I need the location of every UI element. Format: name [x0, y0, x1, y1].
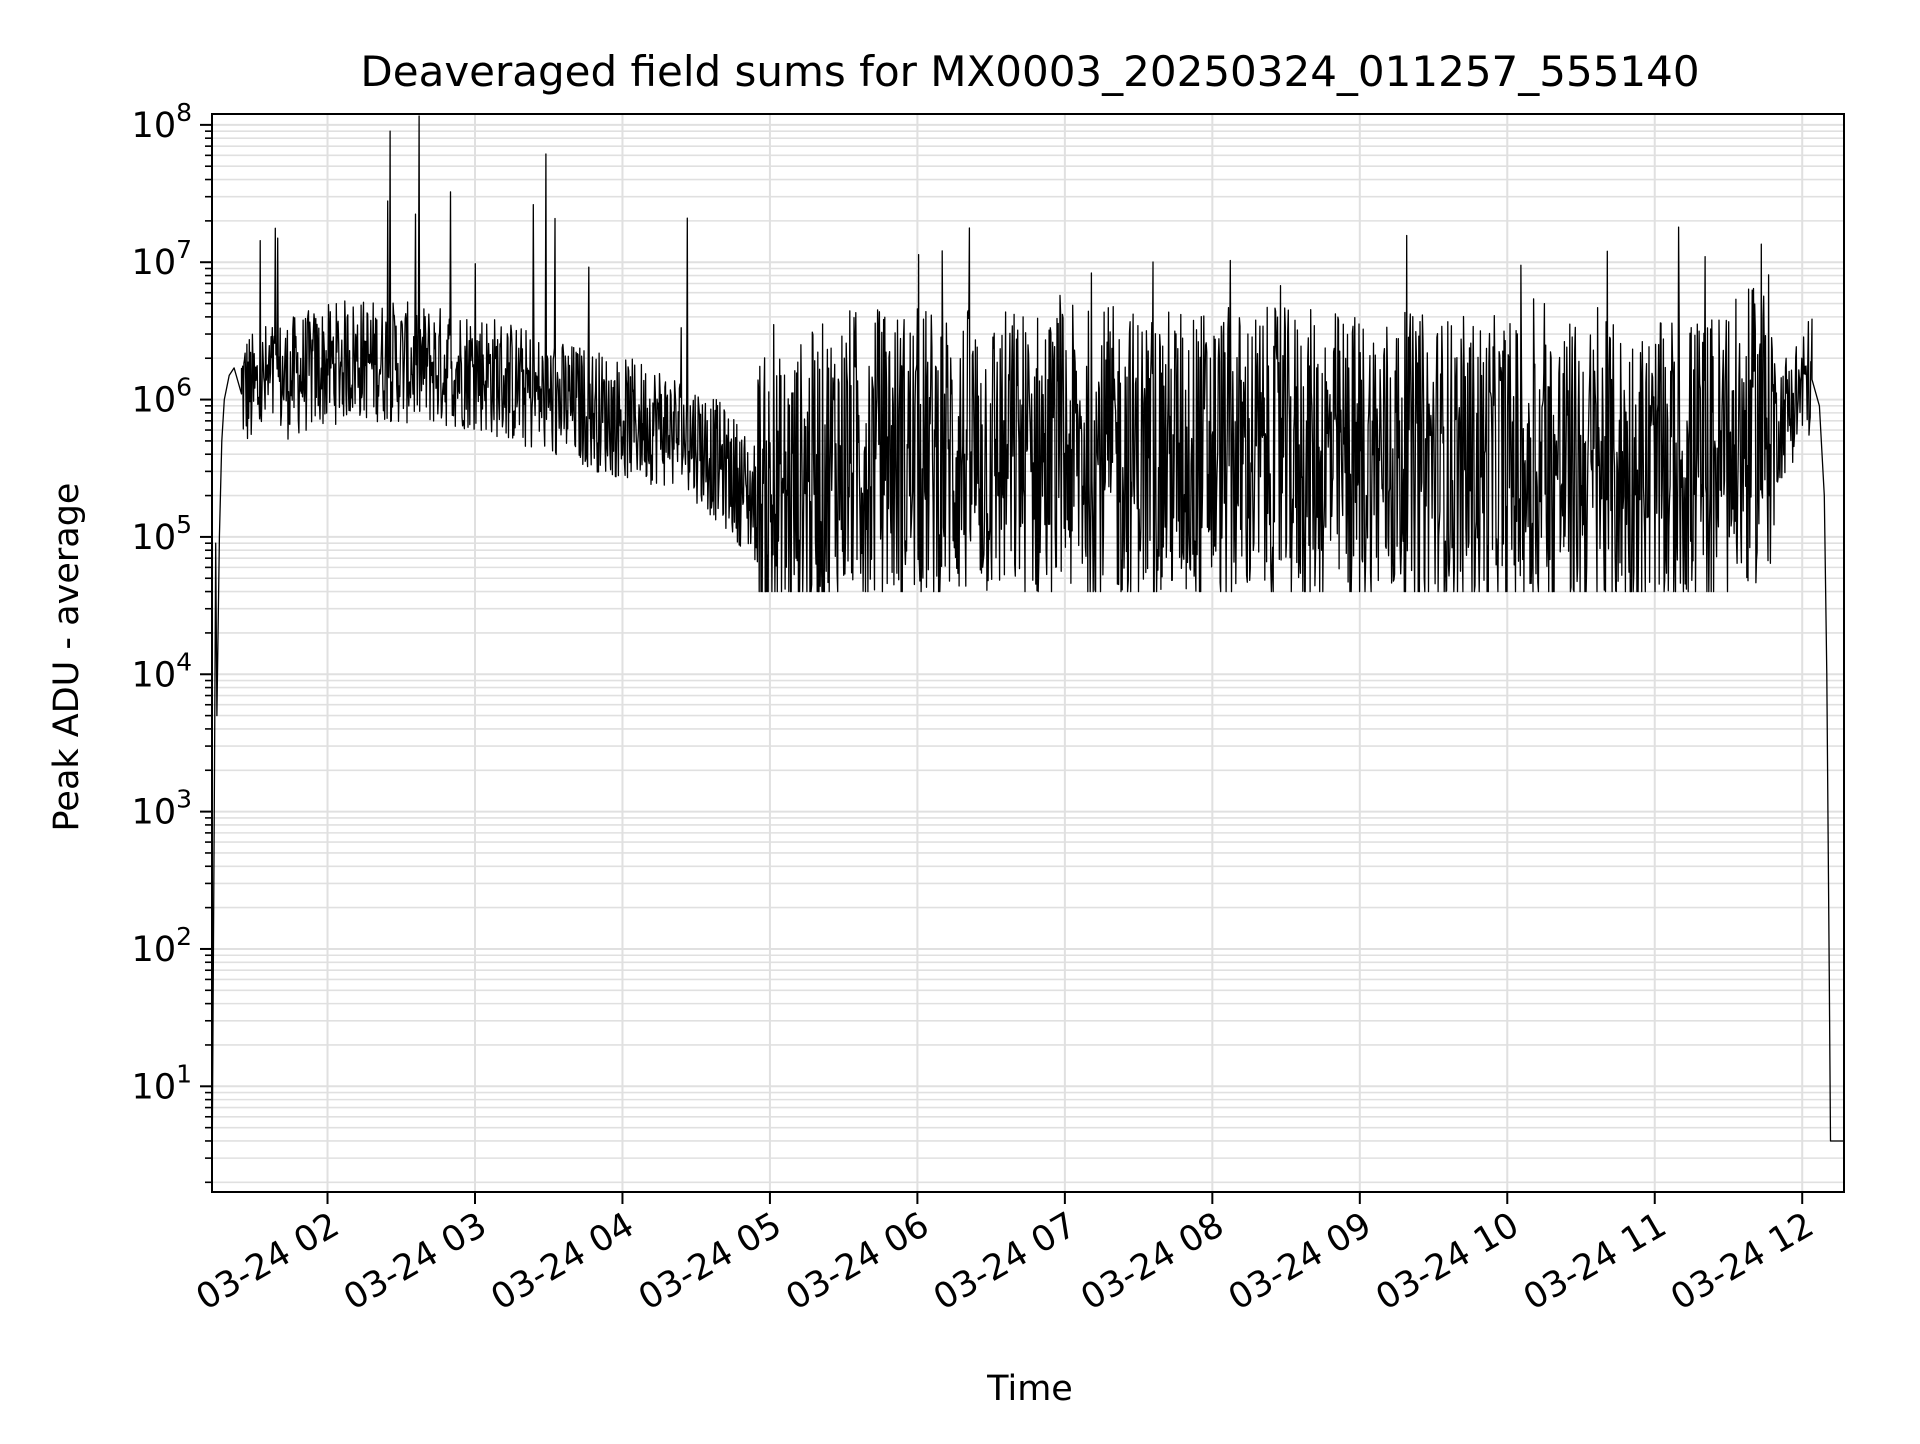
y-tick-label: 102: [132, 922, 192, 970]
y-tick-label: 107: [132, 235, 192, 283]
y-tick-label: 103: [132, 785, 192, 833]
plot-frame: [211, 113, 1845, 1193]
grid-lines: [212, 114, 1844, 1192]
y-tick-label: 101: [132, 1059, 192, 1107]
y-tick-label: 104: [132, 647, 192, 695]
y-tick-label: 108: [132, 98, 192, 146]
x-axis-label: Time: [986, 1369, 1073, 1409]
series-layer: [211, 115, 1844, 1193]
series-line: [211, 115, 1844, 1193]
y-axis-label: Peak ADU - average: [47, 483, 87, 832]
y-tick-label: 105: [132, 510, 192, 558]
chart-title: Deaveraged field sums for MX0003_2025032…: [360, 47, 1699, 96]
y-tick-label: 106: [132, 373, 192, 421]
